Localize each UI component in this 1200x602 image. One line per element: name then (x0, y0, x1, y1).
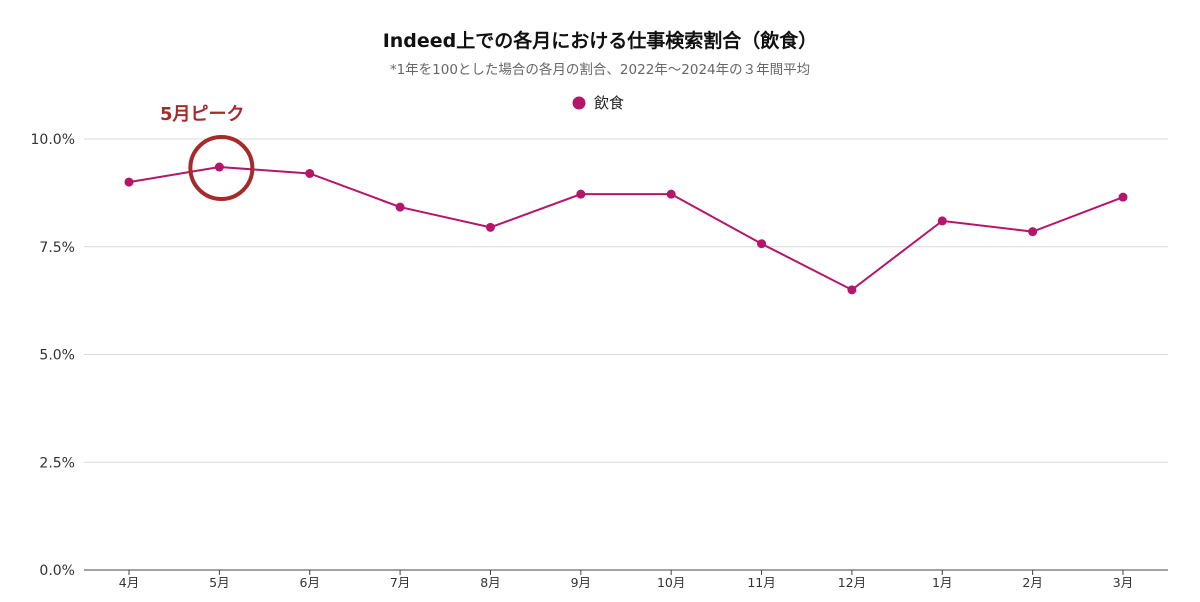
y-axis-ticks: 0.0% 2.5% 5.0% 7.5% 10.0% (31, 132, 75, 579)
data-point (937, 216, 947, 226)
legend: 飲食 (572, 94, 624, 112)
x-tick-label: 7月 (390, 575, 410, 590)
legend-label: 飲食 (594, 94, 624, 112)
series-line (128, 166, 1124, 292)
x-tick-label: 2月 (1022, 575, 1042, 590)
data-point (1028, 227, 1038, 237)
annotation-layer (188, 135, 255, 202)
x-tick-label: 12月 (838, 575, 866, 590)
x-tick-label: 4月 (119, 575, 139, 590)
chart-subtitle: *1年を100とした場合の各月の割合、2022年〜2024年の３年間平均 (389, 62, 811, 78)
chart-title: Indeed上での各月における仕事検索割合（飲食） (382, 30, 818, 52)
y-tick-label: 0.0% (39, 563, 75, 579)
x-tick-label: 11月 (747, 575, 775, 590)
peak-highlight-circle (188, 135, 255, 202)
data-point (666, 189, 676, 199)
x-tick-label: 6月 (300, 575, 320, 590)
x-tick-label: 3月 (1113, 575, 1133, 590)
x-tick-label: 10月 (657, 575, 685, 590)
x-axis-ticks: 4月 5月 6月 7月 8月 9月 10月 11月 12月 1月 2月 3月 (119, 570, 1133, 590)
data-point (485, 222, 495, 232)
data-point (576, 189, 586, 199)
grid-lines (84, 138, 1168, 571)
data-point (757, 239, 767, 249)
series-layer (124, 162, 1128, 295)
data-point (124, 177, 134, 187)
data-point (847, 285, 857, 295)
y-tick-label: 10.0% (31, 132, 75, 148)
y-tick-label: 5.0% (39, 348, 75, 364)
x-tick-label: 5月 (209, 575, 229, 590)
data-point (1118, 192, 1128, 202)
peak-annotation-label: 5月ピーク (160, 104, 245, 125)
data-point (214, 162, 224, 172)
x-tick-label: 9月 (571, 575, 591, 590)
x-tick-label: 8月 (480, 575, 500, 590)
data-point (305, 168, 315, 178)
y-tick-label: 2.5% (39, 455, 75, 471)
data-point (395, 202, 405, 212)
y-tick-label: 7.5% (39, 240, 75, 256)
x-tick-label: 1月 (932, 575, 952, 590)
legend-marker (572, 96, 586, 110)
